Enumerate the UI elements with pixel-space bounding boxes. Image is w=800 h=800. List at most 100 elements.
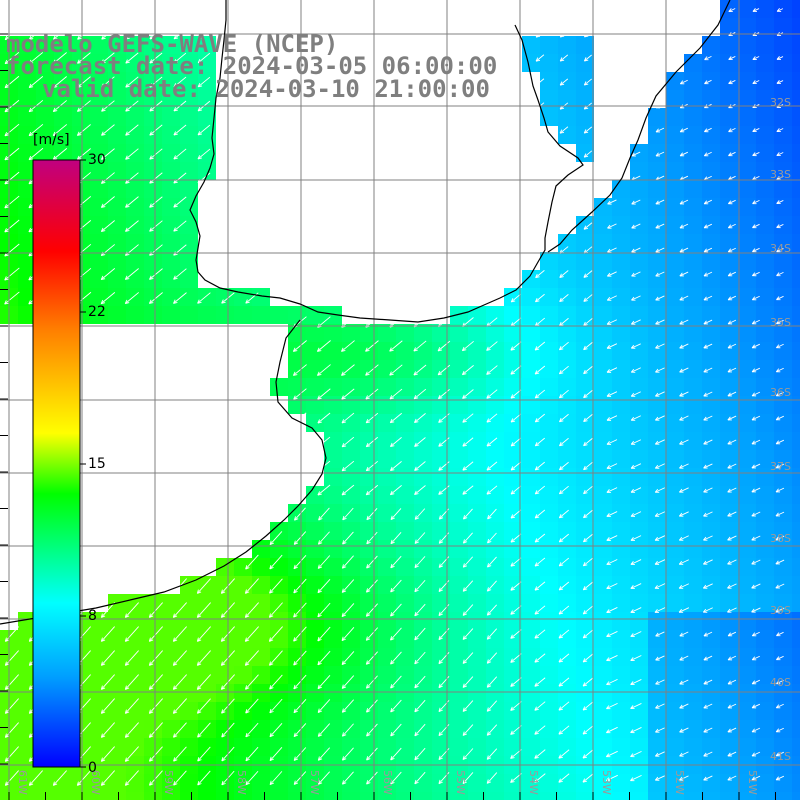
wind-arrow — [173, 4, 187, 16]
wind-arrow — [268, 602, 283, 618]
wind-arrow — [341, 699, 355, 713]
wind-arrow — [606, 583, 618, 589]
wind-arrow — [101, 4, 115, 16]
wind-arrow — [149, 148, 163, 160]
wind-arrow — [559, 413, 569, 423]
wind-arrow — [28, 76, 44, 89]
wind-arrow — [727, 271, 736, 277]
wind-arrow — [28, 123, 44, 137]
wind-arrow — [606, 439, 618, 445]
wind-arrow — [365, 484, 379, 496]
wind-arrow — [703, 511, 713, 517]
wind-arrow — [148, 626, 163, 642]
wind-arrow — [414, 579, 426, 593]
wind-arrow — [558, 341, 569, 351]
wind-arrow — [389, 412, 402, 424]
wind-arrow — [269, 650, 283, 666]
wind-arrow — [244, 578, 259, 594]
wind-arrow — [317, 723, 331, 737]
wind-arrow — [559, 294, 569, 303]
wind-arrow — [679, 415, 689, 421]
wind-arrow — [630, 727, 642, 734]
wind-arrow — [269, 531, 283, 546]
wind-arrow — [678, 607, 690, 613]
wind-arrow — [4, 698, 19, 714]
wind-arrow — [342, 747, 354, 761]
wind-arrow — [316, 340, 331, 352]
wind-arrow — [4, 650, 19, 666]
wind-arrow — [390, 603, 402, 617]
wind-arrow — [679, 703, 689, 709]
wind-arrow — [414, 556, 426, 569]
wind-arrow — [366, 699, 378, 713]
wind-arrow — [486, 580, 497, 592]
wind-arrow — [775, 463, 785, 469]
wind-arrow — [173, 722, 187, 738]
wind-arrow — [751, 367, 761, 373]
wind-arrow — [197, 148, 211, 160]
wind-arrow — [52, 76, 67, 88]
wind-arrow — [462, 772, 474, 784]
wind-arrow — [390, 771, 402, 785]
wind-arrow — [510, 461, 522, 471]
wind-arrow — [630, 655, 642, 661]
wind-arrow — [776, 247, 784, 253]
wind-arrow — [245, 746, 259, 762]
wind-arrow — [654, 535, 666, 541]
wind-arrow — [317, 436, 331, 448]
wind-arrow — [752, 128, 760, 133]
wind-arrow — [365, 675, 378, 689]
wind-arrow — [125, 4, 139, 16]
wind-arrow — [583, 414, 593, 423]
wind-arrow — [269, 554, 283, 570]
wind-arrow — [462, 532, 473, 544]
wind-arrow — [678, 583, 690, 589]
wind-arrow — [679, 391, 689, 397]
wind-arrow — [606, 295, 617, 301]
wind-arrow — [607, 247, 617, 253]
longitude-label: 59W — [162, 770, 175, 795]
wind-arrow — [583, 318, 593, 326]
wind-arrow — [511, 6, 521, 14]
wind-arrow — [703, 295, 713, 301]
wind-arrow — [751, 607, 761, 613]
wind-arrow — [100, 698, 115, 714]
wind-arrow — [100, 291, 116, 305]
wind-arrow — [293, 747, 307, 761]
wind-arrow — [365, 651, 379, 665]
wind-arrow — [630, 607, 642, 613]
wind-arrow — [630, 750, 642, 758]
wind-arrow — [703, 751, 713, 757]
wind-arrow — [149, 220, 163, 232]
wind-arrow — [752, 271, 760, 277]
wind-arrow — [414, 485, 426, 495]
valid-date: valid date: 2024-03-10 21:00:00 — [42, 75, 490, 103]
wind-arrow — [317, 699, 331, 713]
wind-arrow — [655, 151, 665, 157]
wind-arrow — [655, 751, 665, 757]
wind-arrow — [76, 124, 91, 136]
wind-arrow — [558, 653, 570, 663]
wind-arrow — [197, 124, 211, 136]
wind-arrow — [582, 605, 594, 615]
wind-arrow — [558, 749, 570, 759]
wind-arrow — [727, 391, 737, 397]
wind-arrow — [269, 722, 283, 738]
wind-arrow — [148, 722, 163, 738]
wind-arrow — [365, 364, 379, 376]
wind-arrow — [317, 531, 330, 545]
wind-arrow — [4, 219, 20, 233]
wind-arrow — [776, 152, 784, 157]
wind-arrow — [462, 604, 474, 616]
wind-arrow — [535, 78, 545, 86]
wind-arrow — [173, 52, 187, 64]
colorbar-tick-marks — [80, 159, 86, 768]
forecast-date: forecast date: 2024-03-05 06:00:00 — [6, 52, 498, 80]
wind-arrow — [414, 651, 426, 665]
wind-arrow — [173, 196, 187, 208]
wind-arrow — [438, 461, 450, 471]
wind-arrow — [678, 511, 689, 517]
colorbar-tick-label: 8 — [88, 608, 97, 624]
wind-arrow — [679, 655, 689, 661]
wind-arrow — [365, 340, 379, 352]
